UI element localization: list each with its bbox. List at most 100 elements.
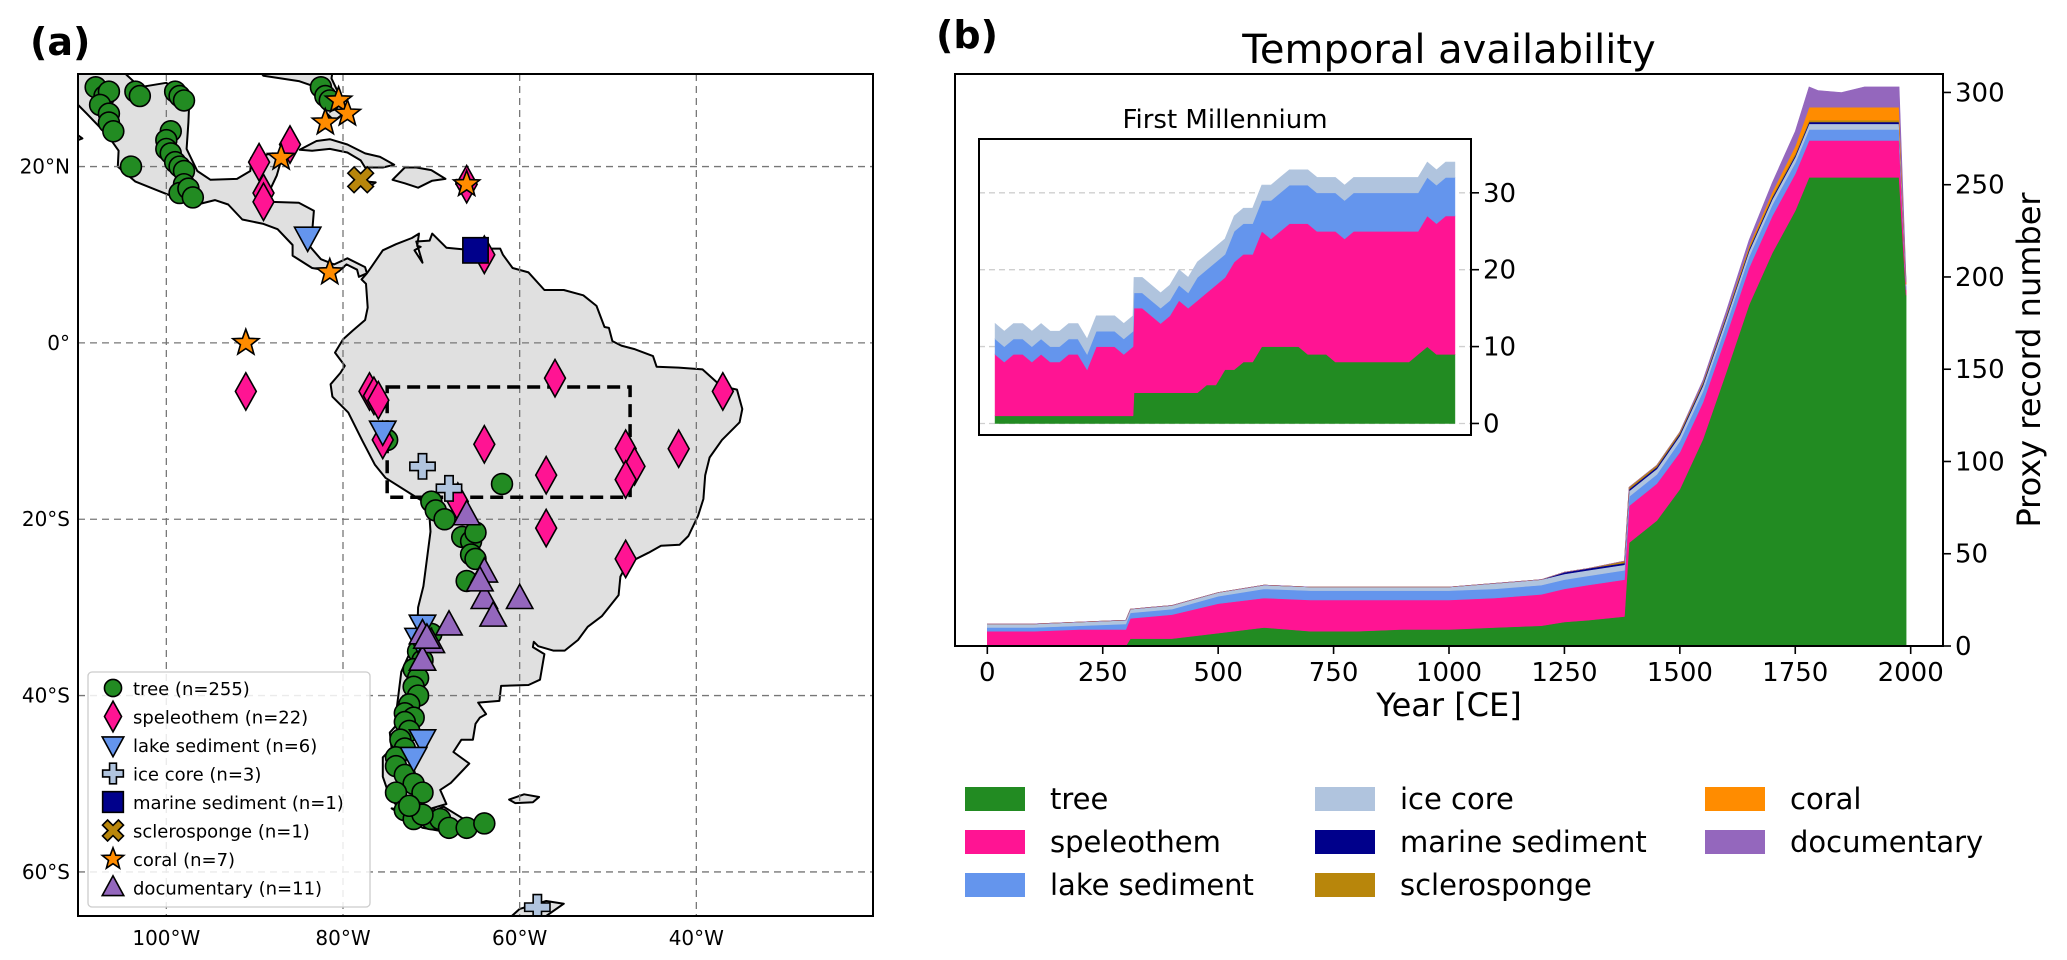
main-area-documentary — [987, 86, 1907, 625]
legend-label-speleothem: speleothem (n=22) — [133, 708, 308, 729]
site-marker-tree — [384, 781, 408, 804]
lat-tick-label: 20°S — [22, 507, 70, 531]
site-marker-coral — [451, 168, 482, 198]
site-marker-speleothem — [234, 371, 258, 412]
site-marker-tree — [473, 812, 496, 835]
lat-tick-label: 40°S — [22, 684, 70, 708]
lon-tick-label: 80°W — [315, 926, 370, 950]
map-tick-labels: 100°W 80°W 60°W 40°W 20°N 0° 20°S 40°S 60°S — [20, 155, 725, 950]
legend-text-documentary: documentary — [1790, 825, 1983, 859]
site-marker-tree — [128, 84, 152, 108]
site-marker-coral — [310, 106, 341, 136]
site-marker-lake-sediment — [368, 420, 398, 448]
main-xtick-label: 250 — [1078, 658, 1128, 688]
site-marker-tree — [433, 507, 456, 531]
panel-a-label: (a) — [30, 20, 90, 64]
site-marker-coral — [230, 326, 262, 356]
site-marker-documentary — [505, 582, 535, 610]
legend-swatch-marine-sediment — [1315, 830, 1375, 854]
site-marker-documentary — [434, 609, 464, 636]
landmass-2 — [298, 138, 396, 169]
site-marker-tree — [490, 472, 514, 496]
site-marker-tree — [181, 186, 205, 209]
site-marker-speleothem — [252, 181, 275, 223]
inset-frame — [978, 138, 1472, 436]
site-marker-tree — [119, 155, 143, 178]
legend-swatch-documentary — [1705, 830, 1765, 854]
main-ytick-label: 100 — [1955, 447, 2005, 477]
panel-b-label: (b) — [936, 13, 998, 57]
main-xtick-label: 1500 — [1647, 658, 1713, 688]
x-axis-label: Year [CE] — [1375, 686, 1521, 724]
site-marker-ice-core — [435, 474, 463, 502]
main-ytick-label: 300 — [1955, 78, 2005, 108]
inset-title: First Millennium — [1122, 105, 1327, 135]
inset-ytick-label: 0 — [1483, 409, 1500, 439]
main-ytick-label: 50 — [1955, 540, 1988, 570]
main-xtick-label: 0 — [979, 658, 996, 688]
legend-swatch-ice-core — [1315, 787, 1375, 811]
lat-tick-label: 20°N — [20, 155, 70, 179]
inset-ytick-label: 10 — [1483, 333, 1516, 363]
site-marker-sclerosponge — [346, 165, 375, 194]
legend-label-documentary: documentary (n=11) — [133, 879, 322, 900]
legend-marker-sclerosponge-shape — [101, 818, 125, 843]
legend-label-tree: tree (n=255) — [133, 679, 250, 700]
lon-tick-label: 60°W — [492, 926, 547, 950]
site-marker-speleothem — [667, 428, 691, 470]
legend-marker-documentary — [100, 874, 126, 897]
lon-tick-label: 100°W — [132, 926, 200, 950]
legend-label-ice-core: ice core (n=3) — [133, 765, 261, 786]
lat-tick-label: 0° — [47, 331, 70, 355]
map-frame — [77, 73, 874, 917]
legend-marker-coral — [100, 845, 126, 870]
site-markers — [84, 75, 735, 916]
site-marker-tree — [411, 781, 434, 804]
legend-text-sclerosponge: sclerosponge — [1400, 868, 1592, 902]
inset-chart: 0 10 20 30 — [978, 138, 1516, 439]
legend-label-coral: coral (n=7) — [133, 850, 235, 871]
site-marker-documentary — [407, 644, 438, 672]
site-marker-speleothem — [534, 454, 558, 496]
map-panel: 100°W 80°W 60°W 40°W 20°N 0° 20°S 40°S 60°S tree… — [20, 73, 874, 950]
legend-swatch-speleothem — [965, 830, 1025, 854]
legend-marker-lake-sediment — [100, 736, 126, 759]
site-marker-marine-sediment — [462, 236, 489, 264]
main-ytick-label: 150 — [1955, 355, 2005, 385]
site-marker-speleothem — [543, 357, 567, 399]
lat-tick-label: 60°S — [22, 860, 70, 884]
legend-text-speleothem: speleothem — [1050, 825, 1221, 859]
legend-swatch-lake-sediment — [965, 873, 1025, 897]
landmass-0 — [78, 74, 368, 278]
site-marker-sclerosponge-shape — [346, 165, 375, 194]
site-marker-ice-core — [409, 452, 436, 480]
site-marker-documentary — [465, 564, 495, 592]
site-marker-speleothem — [278, 124, 302, 165]
main-xtick-label: 750 — [1309, 658, 1359, 688]
main-xtick-label: 2000 — [1878, 658, 1944, 688]
site-marker-lake-sediment — [399, 746, 429, 774]
site-marker-tree — [397, 794, 421, 818]
legend-text-lake-sediment: lake sediment — [1050, 868, 1254, 902]
site-marker-speleothem — [366, 379, 390, 421]
site-marker-speleothem — [614, 459, 638, 500]
main-ytick-label: 0 — [1955, 632, 1972, 662]
legend-swatch-sclerosponge — [1315, 873, 1375, 897]
site-marker-speleothem — [472, 423, 496, 465]
legend-text-marine-sediment: marine sediment — [1400, 825, 1647, 859]
legend-marker-speleothem — [103, 699, 123, 734]
lon-tick-label: 40°W — [669, 926, 724, 950]
legend-marker-marine-sediment — [101, 790, 125, 814]
site-marker-documentary — [452, 498, 482, 526]
legend-marker-tree — [103, 678, 123, 698]
site-marker-speleothem — [614, 538, 638, 580]
site-marker-speleothem — [534, 507, 558, 549]
site-marker-documentary — [478, 600, 508, 627]
site-marker-lake-sediment — [407, 728, 438, 756]
main-xtick-label: 1250 — [1531, 658, 1597, 688]
map-legend-box — [87, 671, 371, 908]
legend-swatch-tree — [965, 787, 1025, 811]
legend-text-tree: tree — [1050, 782, 1108, 816]
bottom-legend: tree speleothem lake sediment ice core marin… — [965, 782, 1983, 902]
main-xtick-label: 1750 — [1762, 658, 1828, 688]
